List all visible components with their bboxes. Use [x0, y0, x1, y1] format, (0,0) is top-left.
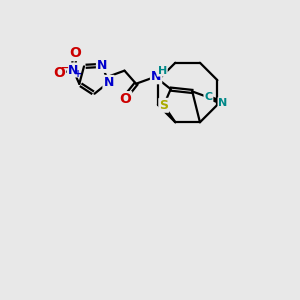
- Text: C: C: [204, 92, 212, 102]
- Text: S: S: [159, 99, 168, 112]
- Text: N: N: [103, 76, 114, 89]
- Text: O: O: [53, 66, 65, 80]
- Text: N: N: [218, 98, 228, 108]
- Text: O: O: [69, 46, 81, 60]
- Text: +: +: [74, 69, 82, 79]
- Text: H: H: [158, 66, 167, 76]
- Text: N: N: [97, 59, 107, 72]
- Text: O: O: [119, 92, 131, 106]
- Text: N: N: [68, 64, 78, 76]
- Text: −: −: [61, 63, 69, 73]
- Text: N: N: [151, 70, 161, 83]
